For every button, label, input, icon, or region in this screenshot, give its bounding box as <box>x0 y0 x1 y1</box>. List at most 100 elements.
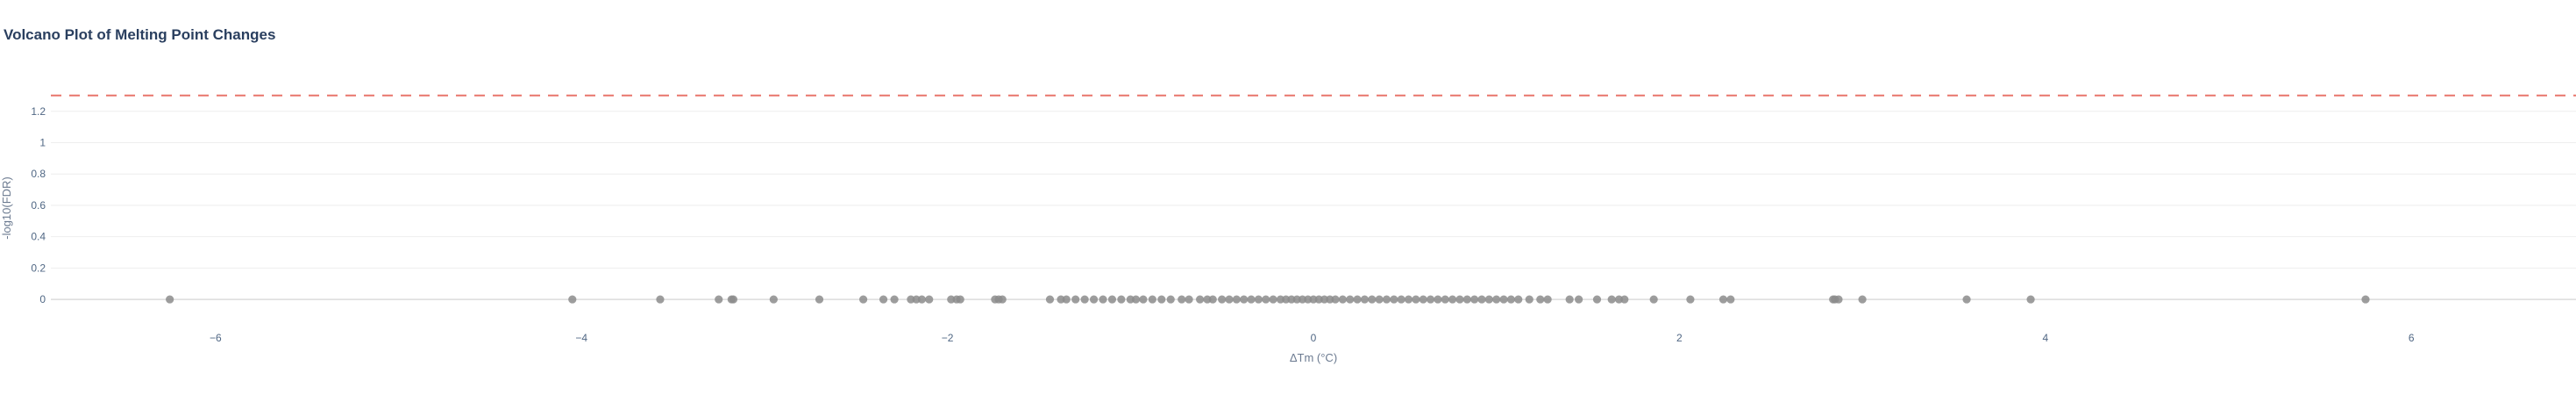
data-point <box>1390 295 1398 304</box>
data-point <box>1225 295 1234 304</box>
data-point <box>1247 295 1256 304</box>
data-point <box>1412 295 1420 304</box>
data-point <box>1462 295 1471 304</box>
data-point <box>1071 295 1080 304</box>
data-point <box>1240 295 1249 304</box>
data-point <box>1338 295 1347 304</box>
data-point <box>917 295 926 304</box>
data-point <box>1353 295 1362 304</box>
x-tick-label: −4 <box>575 332 587 344</box>
x-tick-label: 0 <box>1311 332 1317 344</box>
data-point <box>1139 295 1148 304</box>
data-point <box>1368 295 1377 304</box>
data-point <box>2026 295 2035 304</box>
data-point <box>1218 295 1227 304</box>
points-layer <box>166 295 2370 304</box>
y-axis-title: -log10(FDR) <box>0 176 13 240</box>
y-tick-label: 1 <box>39 137 46 149</box>
data-point <box>890 295 899 304</box>
data-point <box>1649 295 1658 304</box>
y-tick-label: 0.2 <box>31 262 46 274</box>
data-point <box>925 295 934 304</box>
data-point <box>1148 295 1156 304</box>
data-point <box>1232 295 1241 304</box>
data-point <box>1045 295 1055 304</box>
data-point <box>1441 295 1449 304</box>
data-point <box>1484 295 1493 304</box>
data-point <box>1099 295 1107 304</box>
x-tick-labels: −6 −4 −2 0 2 4 6 <box>210 332 2415 344</box>
data-point <box>1620 295 1629 304</box>
data-point <box>1080 295 1089 304</box>
data-point <box>1499 295 1508 304</box>
data-point <box>656 295 665 304</box>
y-tick-label: 0.4 <box>31 231 46 243</box>
data-point <box>715 295 723 304</box>
y-tick-label: 0.6 <box>31 199 46 212</box>
data-point <box>1062 295 1071 304</box>
data-point <box>1543 295 1552 304</box>
data-point <box>1131 295 1141 304</box>
data-point <box>1565 295 1574 304</box>
data-point <box>1477 295 1486 304</box>
data-point <box>1157 295 1166 304</box>
data-point <box>1208 295 1217 304</box>
data-point <box>1360 295 1370 304</box>
data-point <box>568 295 577 304</box>
data-point <box>1254 295 1263 304</box>
data-point <box>1107 295 1117 304</box>
data-point <box>1426 295 1435 304</box>
chart-title: Volcano Plot of Melting Point Changes <box>4 26 276 43</box>
data-point <box>859 295 868 304</box>
data-point <box>1575 295 1583 304</box>
data-point <box>1536 295 1545 304</box>
data-point <box>1962 295 1971 304</box>
x-tick-label: 6 <box>2409 332 2415 344</box>
data-point <box>879 295 888 304</box>
x-tick-label: −6 <box>210 332 222 344</box>
data-point <box>1858 295 1867 304</box>
x-axis-title: ΔTm (°C) <box>1290 351 1337 364</box>
data-point <box>1331 295 1340 304</box>
data-point <box>1470 295 1479 304</box>
data-point <box>1686 295 1695 304</box>
data-point <box>1434 295 1442 304</box>
data-point <box>1346 295 1355 304</box>
data-point <box>1514 295 1523 304</box>
data-point <box>1607 295 1616 304</box>
data-point <box>1404 295 1413 304</box>
data-point <box>2361 295 2370 304</box>
x-tick-label: 4 <box>2042 332 2048 344</box>
data-point <box>1117 295 1126 304</box>
data-point <box>1397 295 1405 304</box>
y-tick-label: 0.8 <box>31 168 46 180</box>
data-point <box>1834 295 1843 304</box>
data-point <box>1448 295 1457 304</box>
y-tick-label: 1.2 <box>31 105 46 118</box>
x-tick-label: −2 <box>942 332 954 344</box>
y-tick-labels: 0 0.2 0.4 0.6 0.8 1 1.2 <box>31 105 46 305</box>
data-point <box>1525 295 1534 304</box>
data-point <box>1166 295 1175 304</box>
grid-layer <box>51 111 2576 300</box>
data-point <box>1492 295 1501 304</box>
data-point <box>1506 295 1515 304</box>
data-point <box>729 295 738 304</box>
data-point <box>166 295 174 304</box>
data-point <box>1592 295 1602 304</box>
x-tick-label: 2 <box>1676 332 1683 344</box>
data-point <box>1262 295 1270 304</box>
data-point <box>769 295 778 304</box>
data-point <box>1269 295 1277 304</box>
data-point <box>1196 295 1205 304</box>
data-point <box>1089 295 1099 304</box>
data-point <box>1726 295 1735 304</box>
data-point <box>1375 295 1384 304</box>
data-point <box>1419 295 1427 304</box>
data-point <box>1178 295 1186 304</box>
data-point <box>1382 295 1391 304</box>
data-point <box>1719 295 1728 304</box>
data-point <box>998 295 1007 304</box>
